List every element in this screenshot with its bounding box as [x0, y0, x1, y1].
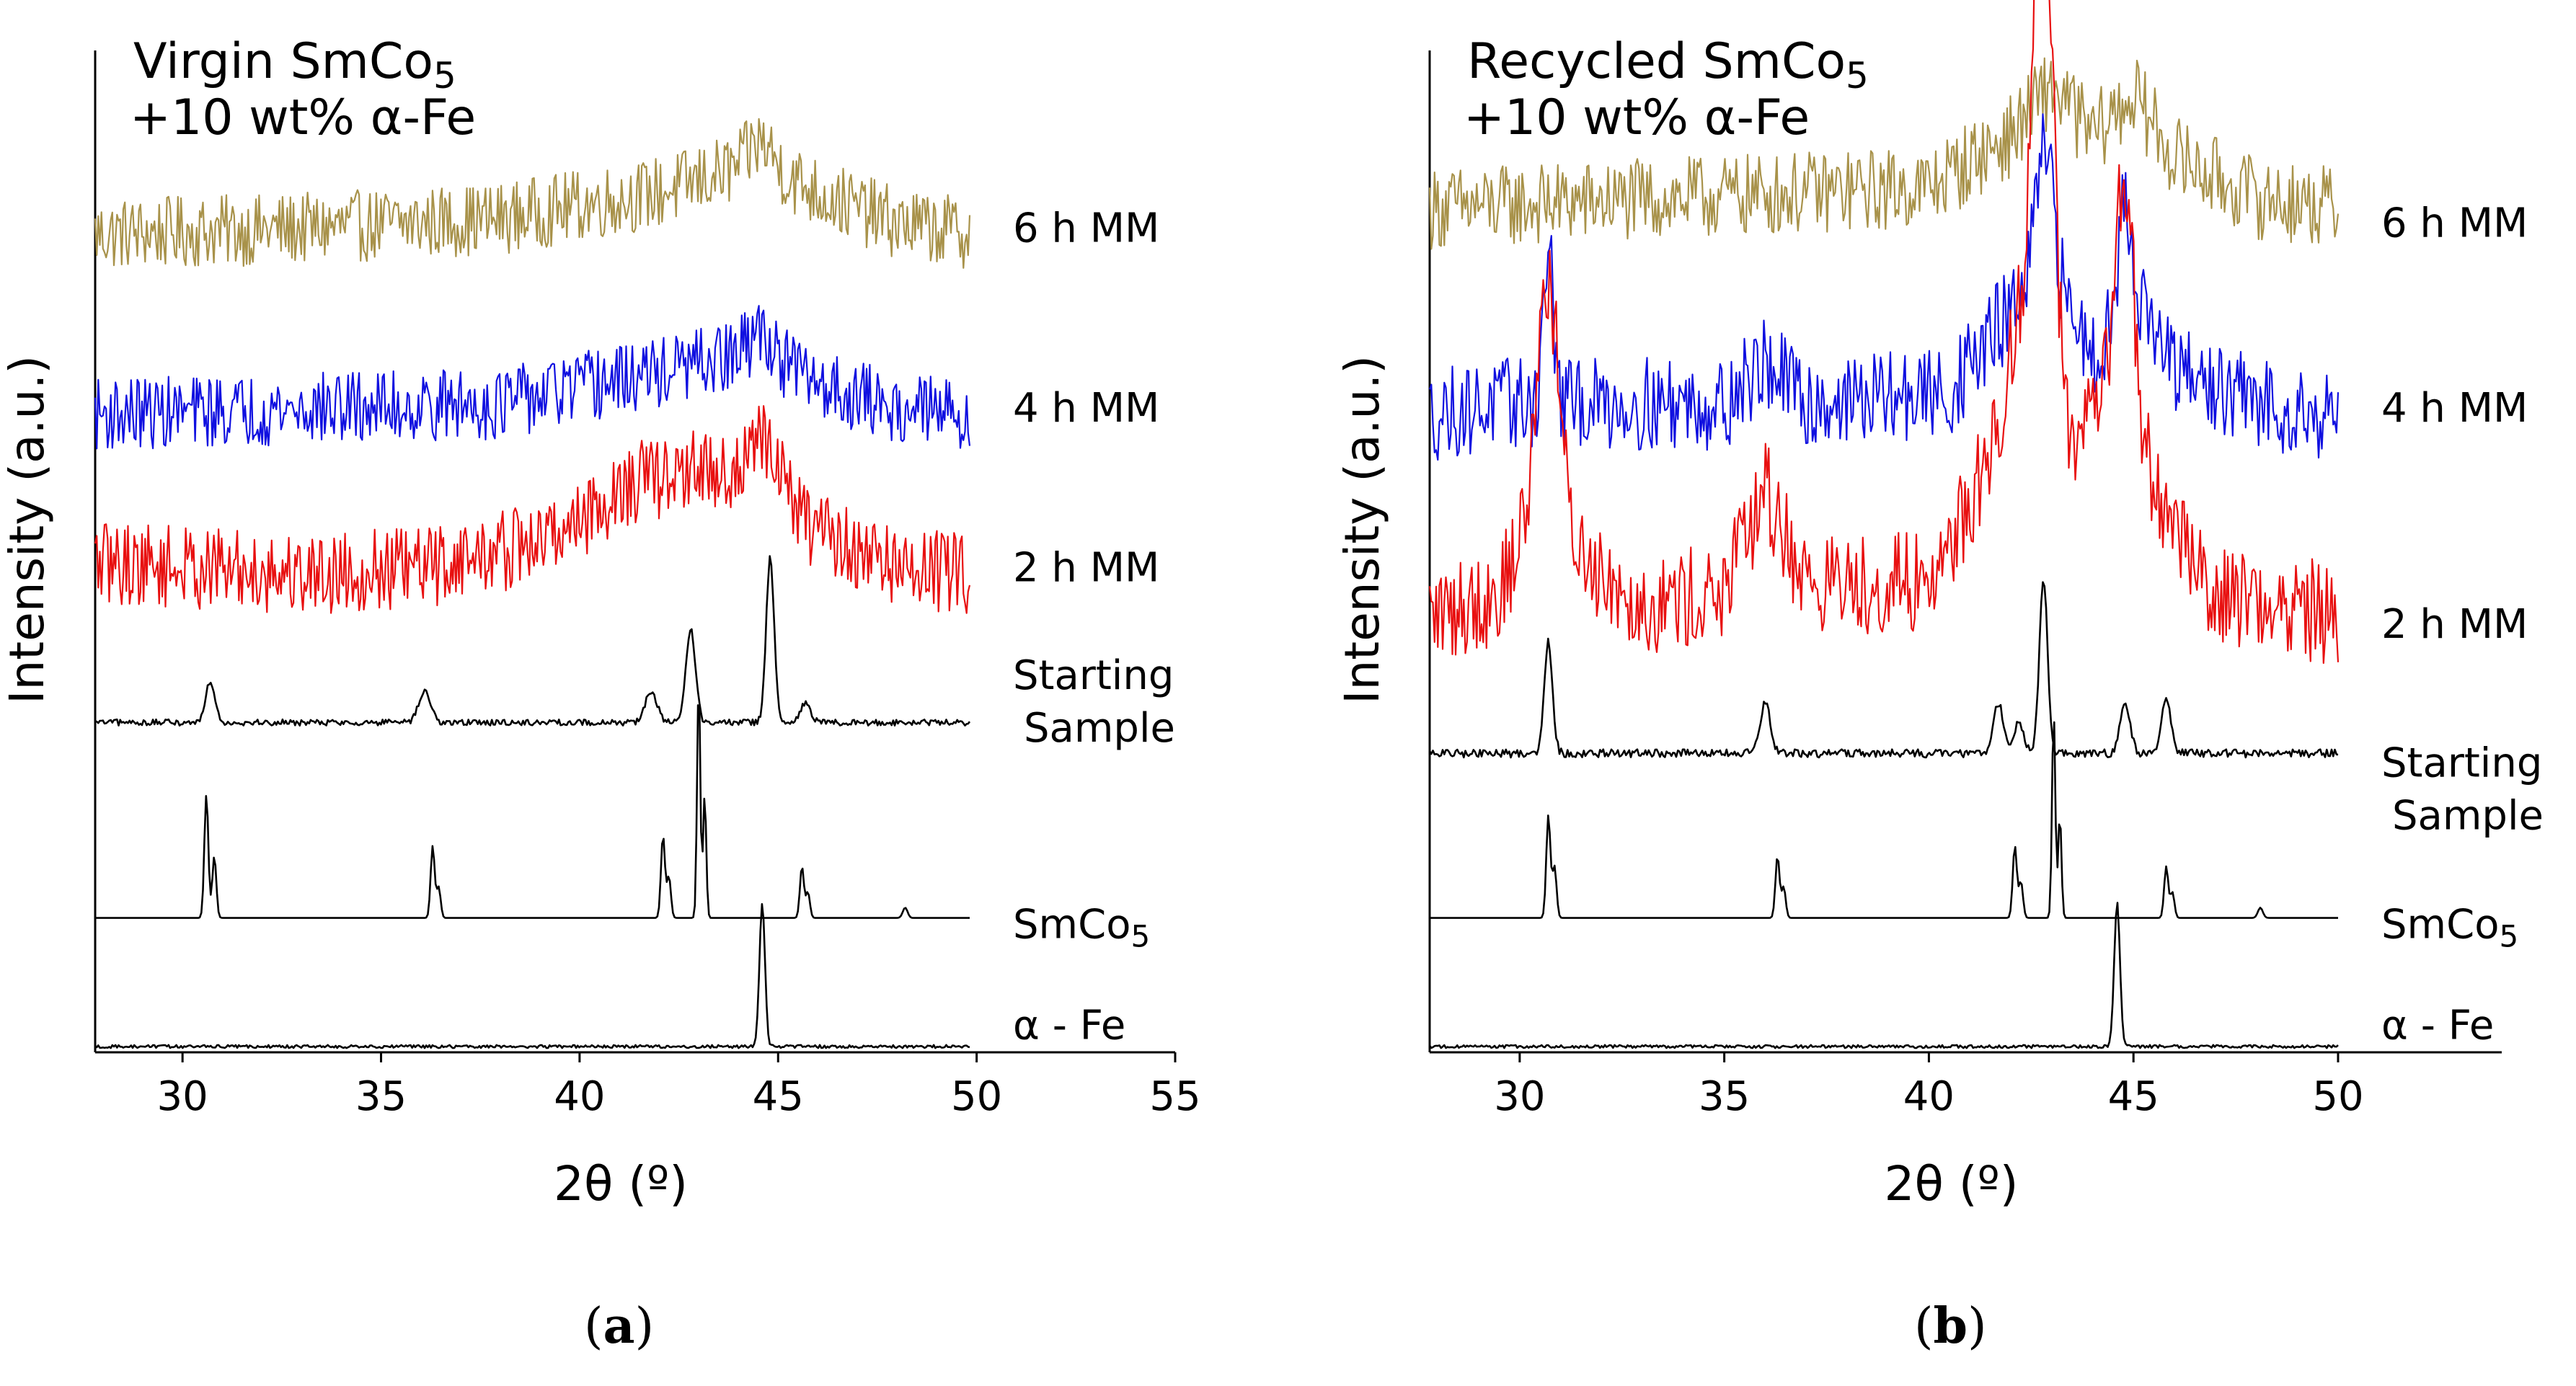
series-line-2-h-mm: [1428, 0, 2340, 665]
x-tick-label-40: 40: [554, 1073, 605, 1120]
x-tick-label-55: 55: [1149, 1073, 1200, 1120]
x-tick-label-45: 45: [753, 1073, 804, 1120]
series-label-6-h-mm: 6 h MM: [2381, 200, 2528, 246]
caption-a: (a): [584, 1297, 655, 1355]
series-line-fe: [1428, 902, 2339, 1049]
series-line-4-h-mm: [94, 305, 971, 450]
series-line-6-h-mm: [94, 117, 971, 269]
series-label-2-h-mm: 2 h MM: [1013, 544, 1159, 591]
series-line-starting-sample: [1428, 581, 2339, 759]
series-label-subscript: 5: [2499, 919, 2518, 954]
series-label-6-h-mm: 6 h MM: [1013, 205, 1159, 252]
x-tick-label-40: 40: [1903, 1073, 1955, 1120]
chart-title-line1: Virgin SmCo5: [133, 33, 456, 97]
series-label-starting: Starting: [2381, 739, 2542, 786]
chart-title-line1: Recycled SmCo5: [1467, 33, 1869, 97]
series-label-2-h-mm: 2 h MM: [2381, 601, 2528, 648]
series-label-fe: α - Fe: [1013, 1002, 1125, 1049]
series-line-6-h-mm: [1428, 57, 2340, 250]
chart-title-line2: +10 wt% α-Fe: [1464, 89, 1810, 146]
series-label-smco: SmCo5: [1013, 902, 1150, 954]
x-tick-label-45: 45: [2108, 1073, 2159, 1120]
series-label-subscript: 5: [1130, 919, 1150, 954]
series-label-fe: α - Fe: [2381, 1002, 2494, 1049]
x-tick-label-30: 30: [157, 1073, 208, 1120]
series-label-sample: Sample: [2392, 792, 2544, 839]
caption-b: (b): [1914, 1297, 1987, 1355]
chart-title-line2: +10 wt% α-Fe: [130, 89, 476, 146]
panel-b-recycled-smco5: 30 35 40 45 50 2θ (º) Intensity (a.u.) Recycled…: [1335, 0, 2544, 1212]
caption-a-letter: a: [603, 1297, 635, 1355]
chart-title-subscript: 5: [1846, 55, 1869, 97]
series-label-sample: Sample: [1024, 705, 1175, 752]
x-tick-label-50: 50: [2312, 1073, 2363, 1120]
y-axis-label: Intensity (a.u.): [1335, 355, 1390, 704]
series-line-smco: [95, 704, 970, 919]
chart-title-subscript: 5: [433, 55, 456, 97]
series-line-starting-sample: [94, 555, 971, 727]
x-tick-label-30: 30: [1494, 1073, 1545, 1120]
x-tick-label-35: 35: [1699, 1073, 1750, 1120]
series-label-4-h-mm: 4 h MM: [1013, 385, 1159, 432]
x-tick-label-50: 50: [951, 1073, 1002, 1120]
series-line-smco: [1430, 721, 2338, 919]
series-label-starting: Starting: [1013, 652, 1174, 699]
y-axis-label: Intensity (a.u.): [0, 355, 55, 704]
caption-b-letter: b: [1933, 1297, 1968, 1355]
series-line-4-h-mm: [1428, 113, 2340, 461]
x-axis-label: 2θ (º): [554, 1156, 688, 1212]
series-label-smco: SmCo5: [2381, 902, 2518, 954]
series-line-fe: [94, 903, 970, 1049]
series-label-4-h-mm: 4 h MM: [2381, 385, 2528, 432]
x-tick-label-35: 35: [355, 1073, 407, 1120]
series-line-2-h-mm: [94, 405, 971, 614]
x-axis-label: 2θ (º): [1885, 1156, 2019, 1212]
